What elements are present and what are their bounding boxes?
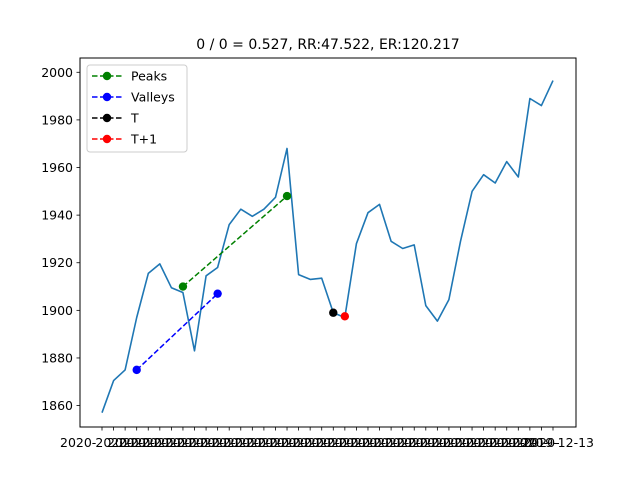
x-tick-label: 2020- [130,435,166,450]
valleys-dashed-line [136,293,219,371]
x-tick-label: 2020- [396,435,432,450]
valleys-marker [132,365,141,375]
x-tick-label: 2020- [419,435,455,450]
x-tick-label: 2020- [107,435,143,450]
x-tick-label: 2019-12-13 [521,435,594,450]
x-tick-label: 2020- [489,435,525,450]
x-axis: 2020- 2019-12-132020-2020-2020-2020-2020-… [60,427,594,450]
legend-marker-valleys [102,92,112,102]
x-tick-label: 2020- [176,435,212,450]
t-1-marker [340,312,350,321]
x-tick-label: 2020- [465,435,501,450]
x-tick-label: 2020- [523,435,559,450]
price-series-line [101,80,554,413]
x-tick-label: 2020- [60,435,96,450]
x-tick-label: 2020- [119,435,155,450]
x-tick-label: 2020- [327,435,363,450]
x-tick-label: 2020- [361,435,397,450]
x-tick-label: 2020- [350,435,386,450]
y-tick-label: 1940 [41,208,73,223]
markers-layer [132,191,350,375]
peaks-dashed-line [182,195,288,288]
x-tick-label: 2020- [269,435,305,450]
legend-label-t: T [130,111,139,126]
x-tick-label: 2020- [454,435,490,450]
series-layer [101,80,554,413]
valleys-marker [213,289,222,298]
x-tick-label: 2020- [442,435,478,450]
peaks-marker [178,282,188,291]
y-axis: 1860 1880 1900 1920 1940 1960 1980 2000 [41,65,80,413]
y-tick-label: 1860 [41,398,73,413]
x-tick-label: 2020- [408,435,444,450]
y-tick-label: 1900 [41,303,73,318]
x-tick-label: 2020- [373,435,409,450]
x-tick-label: 2020- [304,435,340,450]
x-tick-label: 2020- [257,435,293,450]
legend-marker-t-1 [102,134,112,144]
x-tick-label: 2020- [315,435,351,450]
x-tick-label: 2020- [188,435,224,450]
x-tick-label: 2020- [165,435,201,450]
x-tick-label: 2020- [477,435,513,450]
legend-label-peaks: Peaks [131,69,167,84]
chart-title: 0 / 0 = 0.527, RR:47.522, ER:120.217 [196,37,459,53]
x-tick-label: 2020- [223,435,259,450]
y-tick-label: 1920 [41,255,73,270]
x-tick-label: 2020- [199,435,235,450]
y-tick-label: 2000 [41,65,73,80]
y-tick-label: 1880 [41,350,73,365]
peaks-marker [282,191,292,201]
axes-frame [79,57,577,428]
legend-box [86,64,188,153]
x-tick-label: 2020- [280,435,316,450]
x-tick-label: 2020- [385,435,421,450]
y-tick-label: 1980 [41,112,73,127]
x-tick-label: 2020- [338,435,374,450]
legend-marker-peaks [102,71,112,81]
legend-marker-t [102,113,112,123]
x-tick-label: 2020- [500,435,536,450]
x-tick-label: 2020- [246,435,282,450]
x-tick-label: 2020- [211,435,247,450]
x-tick-label: 2020- [512,435,548,450]
x-tick-label: 2020- [431,435,467,450]
x-tick-label: 2020- [292,435,328,450]
legend-label-valleys: Valleys [131,90,175,105]
x-tick-label: 2020- [153,435,189,450]
plot-area [79,57,577,428]
x-tick-label: 2020- [234,435,270,450]
x-tick-label: 2020- [142,435,178,450]
legend: Peaks Valleys T T+1 [86,64,188,153]
x-tick-label: 2020- [95,435,131,450]
t-marker [329,308,338,317]
legend-label-t-1: T+1 [130,132,157,147]
y-tick-label: 1960 [41,160,73,175]
